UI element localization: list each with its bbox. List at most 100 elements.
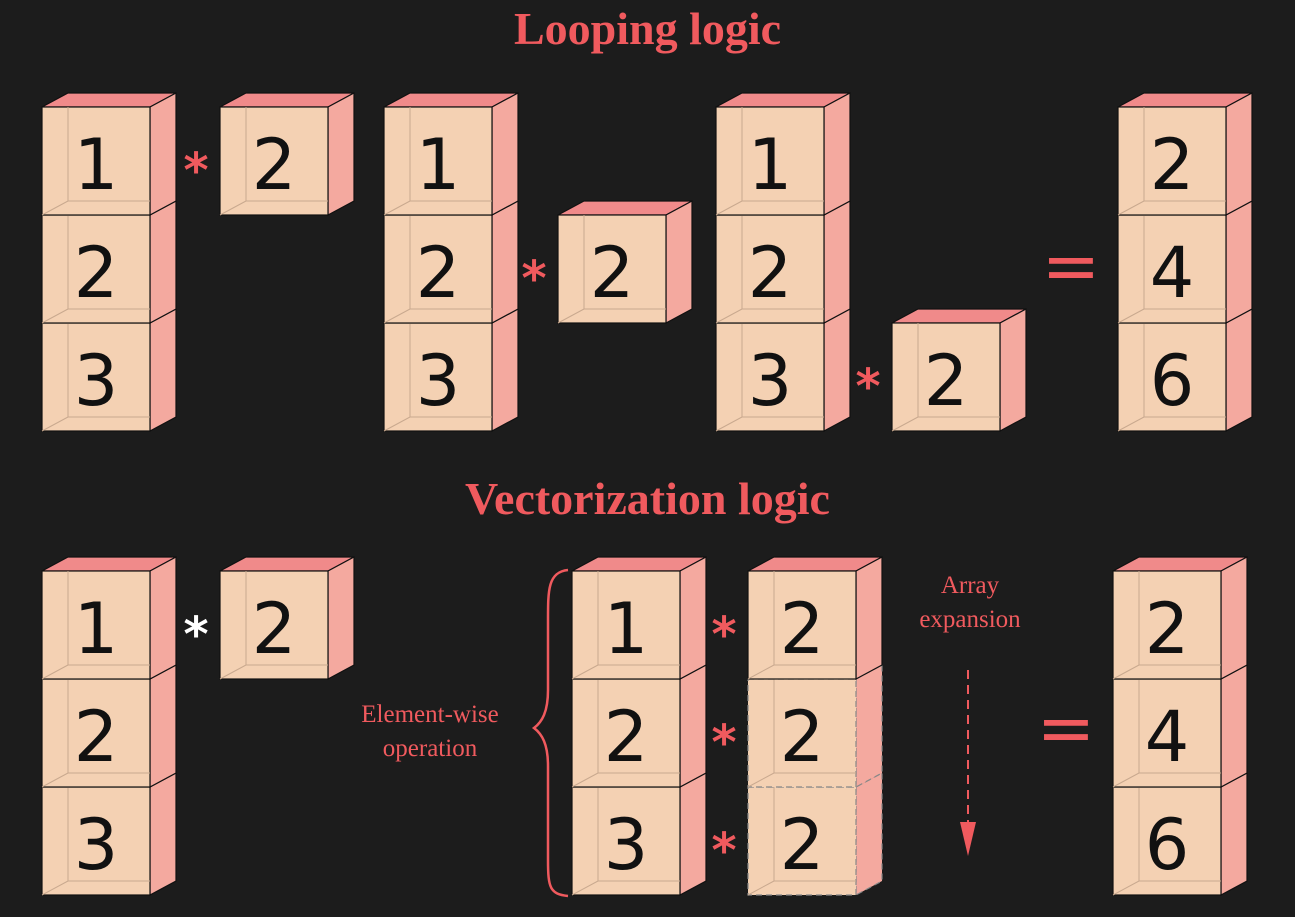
cube-inner-diagonal [219,664,247,680]
loop-step-1-vector-cell-2: 3 [41,307,177,433]
elementwise-label-line-2: operation [382,735,478,762]
cube-inner-diagonal [715,200,743,216]
cube-digit: 3 [74,804,119,886]
loop-result-vector-cell-0: 2 [1117,91,1253,217]
cube-side-face [855,555,883,681]
cube-front-face [891,322,1001,432]
cube-front-face [383,214,493,324]
cube-digit: 2 [780,588,825,670]
cube-digit: 2 [252,124,297,206]
loop-step-1-vector: 3 2 1 [41,91,177,433]
cube-digit: 6 [1145,804,1190,886]
cube-side-face [149,307,177,433]
cube-front-face [41,786,151,896]
cube-inner-diagonal [747,772,775,788]
cube-inner-diagonal [1117,200,1145,216]
cube-inner-diagonal [891,416,919,432]
cube-digit: 4 [1145,696,1190,778]
cube-side-face [1220,771,1248,897]
cube-front-face [219,106,329,216]
cube-digit: 1 [74,124,119,206]
vec-input-vector-cell-1: 2 [41,663,177,789]
expansion-label-line-1: Array [940,572,1000,599]
loop-step-1-vector-cell-0: 1 [41,91,177,217]
vec-result-vector-cell-2: 6 [1112,771,1248,897]
cube-digit: 4 [1150,232,1195,314]
cube-digit: 2 [1145,588,1190,670]
cube-side-face [855,663,883,789]
cube-inner-diagonal [1112,664,1140,680]
vec-input-vector-cell-0: 1 [41,555,177,681]
cube-front-face [747,786,857,896]
vec-expanded-vector-cell-2: 3 [571,771,707,897]
cube-side-face [1225,199,1253,325]
cube-side-face [327,91,355,217]
cube-side-face [823,199,851,325]
cube-inner-diagonal [41,416,69,432]
cube-side-face [491,307,519,433]
cube-front-face [41,106,151,216]
cube-inner-diagonal [383,416,411,432]
expansion-label: Array expansion [900,569,1040,637]
loop-step-2-vector: 3 2 1 [383,91,519,433]
cube-digit: 2 [780,804,825,886]
vec-expanded-scalar-cell-1: 2 [747,663,883,789]
cube-inner-diagonal [1112,772,1140,788]
cube-front-face [715,322,825,432]
cube-front-face [383,322,493,432]
cube-digit: 1 [604,588,649,670]
cube-side-face [149,771,177,897]
vec-expanded-scalar-cell-0: 2 [747,555,883,681]
loop-step-3-vector-cell-0: 1 [715,91,851,217]
cube-inner-diagonal [715,308,743,324]
vec-input-vector-cell-2: 3 [41,771,177,897]
cube-front-face [1112,678,1222,788]
loop-step-1-vector-cell-1: 2 [41,199,177,325]
cube-inner-diagonal [219,200,247,216]
cube-inner-diagonal [383,308,411,324]
cube-front-face [747,570,857,680]
loop-step-2-vector-cell-0: 1 [383,91,519,217]
cube-inner-diagonal [747,880,775,896]
cube-inner-diagonal [571,772,599,788]
cube-inner-diagonal [1117,416,1145,432]
loop-step-3-vector: 3 2 1 [715,91,851,433]
loop-result-vector: 6 4 2 [1117,91,1253,433]
cube-digit: 6 [1150,340,1195,422]
loop-step-2-multiply-icon: * [521,251,546,307]
loop-equals-sign: = [1042,225,1101,307]
elementwise-label: Element-wise operation [330,698,530,766]
cube-inner-diagonal [383,200,411,216]
cube-side-face [491,199,519,325]
cube-front-face [747,678,857,788]
cube-digit: 2 [924,340,969,422]
cube-front-face [383,106,493,216]
cube-inner-diagonal [41,200,69,216]
cube-side-face [1220,555,1248,681]
loop-step-2-vector-cell-1: 2 [383,199,519,325]
loop-result-vector-cell-1: 4 [1117,199,1253,325]
cube-inner-diagonal [41,664,69,680]
cube-front-face [1117,214,1227,324]
cube-side-face [855,771,883,897]
vec-input-scalar: 2 [219,555,355,681]
vec-expanded-vector-cell-0: 1 [571,555,707,681]
vec-expanded-vector-cell-1: 2 [571,663,707,789]
cube-inner-diagonal [41,772,69,788]
loop-step-2-vector-cell-2: 3 [383,307,519,433]
cube-side-face [149,199,177,325]
cube-inner-diagonal [571,880,599,896]
vectorization-title: Vectorization logic [465,473,830,524]
cube-front-face [571,678,681,788]
cube-digit: 3 [748,340,793,422]
cube-digit: 1 [416,124,461,206]
cube-side-face [679,771,707,897]
cube-digit: 2 [780,696,825,778]
cube-front-face [41,570,151,680]
looping-title: Looping logic [513,3,782,54]
elementwise-label-line-1: Element-wise [361,701,499,728]
vec-multiply-icon-row-3: * [711,823,736,879]
cube-inner-diagonal [41,880,69,896]
cube-digit: 3 [74,340,119,422]
